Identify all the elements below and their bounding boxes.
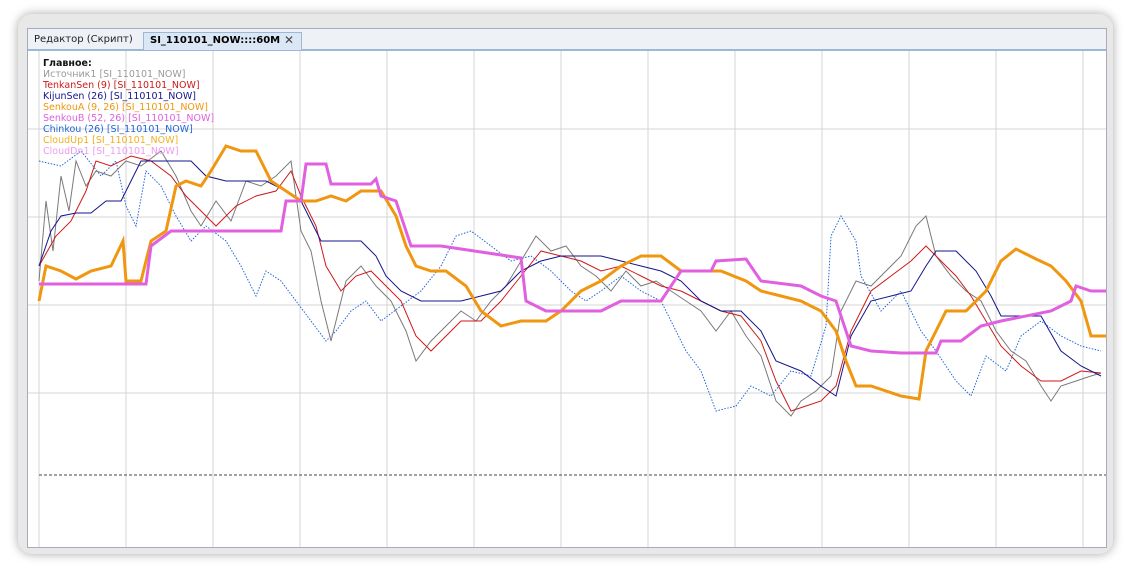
senkou-a-line	[37, 144, 1106, 401]
chart-window: Редактор (Скрипт) SI_110101_NOW::::60M ✕…	[27, 28, 1107, 548]
kijun-line	[38, 160, 1102, 397]
tab[interactable]: Редактор (Скрипт)	[34, 34, 133, 45]
indicators	[37, 144, 1106, 417]
legend-title: Главное:	[43, 58, 92, 69]
legend-entry: SenkouB (52, 26) [SI_110101_NOW]	[43, 113, 214, 124]
tenkan-line	[38, 155, 1102, 412]
legend-entry: KijunSen (26) [SI_110101_NOW]	[43, 91, 196, 102]
senkou-b-line	[39, 162, 1106, 355]
legend-entry: CloudUp1 [SI_110101_NOW]	[43, 135, 178, 146]
tab-active[interactable]: SI_110101_NOW::::60M	[143, 32, 302, 50]
legend-entry: SenkouA (9, 26) [SI_110101_NOW]	[43, 102, 208, 113]
chinkou-line	[38, 150, 1102, 412]
legend-entry: CloudDn1 [SI_110101_NOW]	[43, 146, 179, 157]
legend-entry: Источник1 [SI_110101_NOW]	[43, 69, 185, 80]
price-line	[38, 150, 1102, 417]
close-button[interactable]: ✕	[284, 33, 295, 47]
chart: Главное: Источник1 [SI_110101_NOW]Tenkan…	[28, 51, 1106, 547]
legend: Источник1 [SI_110101_NOW]TenkanSen (9) […	[42, 69, 214, 157]
legend-entry: TenkanSen (9) [SI_110101_NOW]	[42, 80, 200, 91]
legend-entry: Chinkou (26) [SI_110101_NOW]	[43, 124, 193, 135]
tab-bar: Редактор (Скрипт) SI_110101_NOW::::60M ✕	[28, 29, 1106, 51]
